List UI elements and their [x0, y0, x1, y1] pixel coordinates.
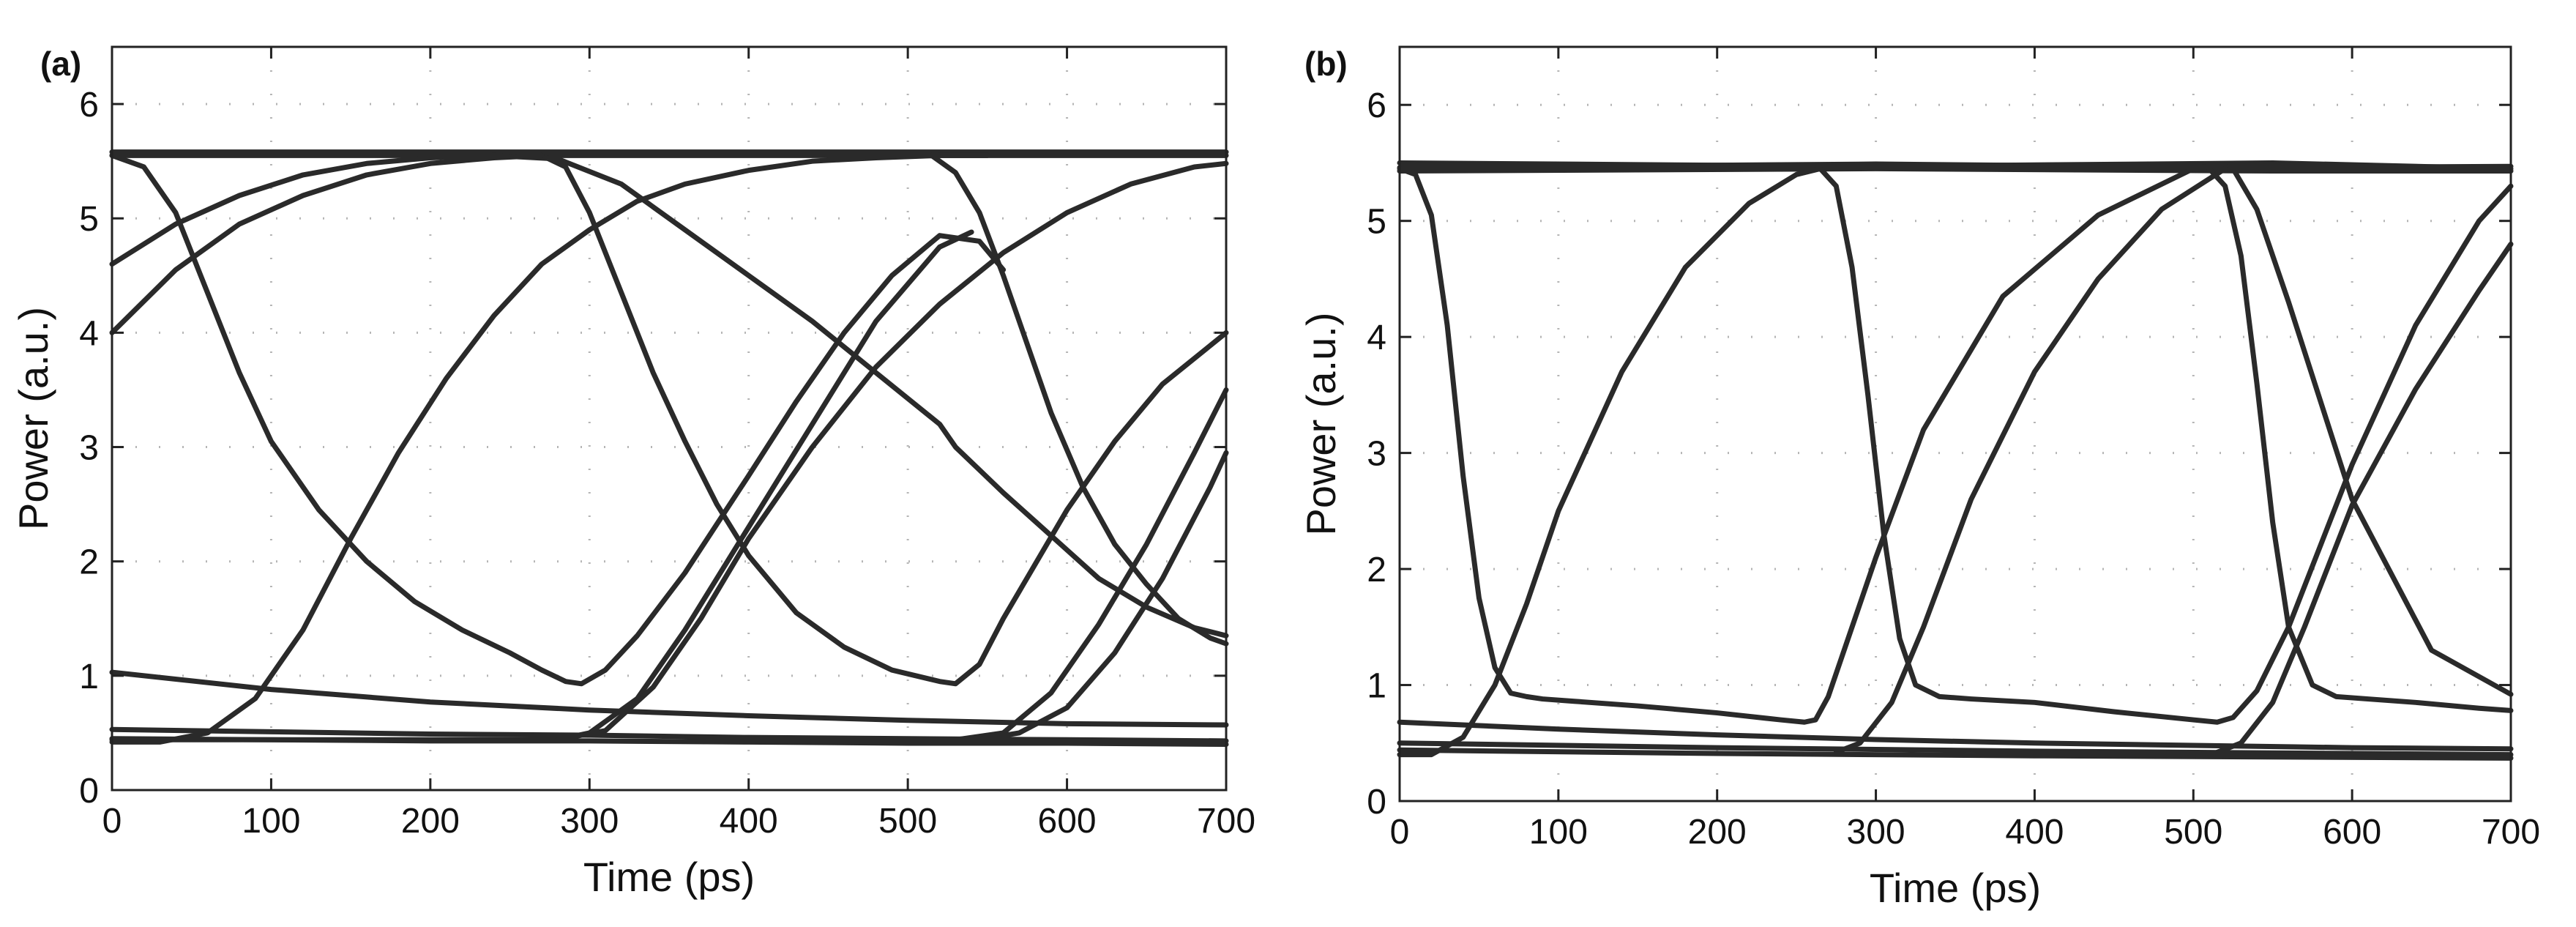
panel-b-trace-high-level-3	[1397, 161, 2514, 171]
panel-a-y-tick-label-3: 3	[79, 429, 99, 468]
panel-b-x-tick-label-5: 500	[2164, 813, 2222, 852]
panel-a-trace-rise-from-4.6	[109, 152, 1229, 639]
panel-a-trace-rise-b	[109, 229, 974, 742]
panel-b-x-axis-title: Time (ps)	[1870, 865, 2041, 911]
panel-b-x-tick-label-4: 400	[2005, 813, 2064, 852]
panel-b-y-axis-title: Power (a.u.)	[1298, 313, 1344, 536]
panel-b-x-tick-label-7: 700	[2482, 813, 2540, 852]
panel-a-trace-rise-c	[555, 160, 1229, 742]
panel-b-y-tick-label-2: 2	[1367, 551, 1386, 589]
panel-b-x-tick-label-6: 600	[2323, 813, 2381, 852]
panel-b-x-tick-label-2: 200	[1688, 813, 1747, 852]
panel-b-x-tick-label-1: 100	[1529, 813, 1588, 852]
panel-b-trace-fall-2	[1818, 165, 2514, 725]
panel-a-trace-fall-2	[539, 152, 1229, 687]
panel-a-y-tick-label-1: 1	[79, 658, 99, 696]
panel-b-y-tick-label-3: 3	[1367, 435, 1386, 474]
panel-b-trace-rise-c	[2214, 241, 2514, 755]
panel-b-trace-decay-1	[1397, 719, 2514, 752]
panel-b-panel-label: (b)	[1304, 45, 1348, 83]
panel-b-y-tick-label-0: 0	[1367, 783, 1386, 822]
panel-a-trace-low-1	[109, 726, 1229, 744]
panel-b-trace-high-level-2	[1397, 165, 2514, 174]
panel-a-y-tick-label-2: 2	[79, 543, 99, 582]
panel-b-trace-low-1	[1397, 740, 2514, 758]
panel-b: 0 100 200 300 400 500 600 700 0 1 2 3 4 5 6 Time (ps) Po…	[1298, 45, 2540, 911]
panel-a-y-tick-label-5: 5	[79, 200, 99, 239]
panel-b-y-tick-label-4: 4	[1367, 319, 1386, 357]
panel-a-trace-rise-from-4.0	[109, 152, 545, 335]
panel-a-trace-rise-a	[109, 152, 990, 745]
panel-b-y-tick-label-6: 6	[1367, 86, 1386, 125]
panel-a-y-tick-label-4: 4	[79, 314, 99, 353]
panel-a-y-tick-label-6: 6	[79, 86, 99, 124]
panel-a-trace-decay-1	[109, 669, 1229, 728]
panel-a-x-tick-label-6: 600	[1038, 802, 1097, 841]
panel-b-x-tick-label-3: 300	[1847, 813, 1905, 852]
panel-a-x-tick-label-4: 400	[720, 802, 778, 841]
panel-b-y-tick-label-5: 5	[1367, 203, 1386, 242]
panel-a-axes-frame	[111, 45, 1228, 792]
panel-a-panel-label: (a)	[40, 45, 81, 83]
panel-a-x-axis-title: Time (ps)	[583, 854, 755, 900]
panel-a-x-tick-label-3: 300	[560, 802, 619, 841]
panel-b-y-tick-label-1: 1	[1367, 667, 1386, 706]
panel-a-x-tick-label-7: 700	[1197, 802, 1255, 841]
panel-a-trace-fall-1	[109, 152, 1007, 687]
panel-b-trace-low-2	[1397, 747, 2514, 761]
panel-a-trace-rise-e	[968, 450, 1229, 744]
panel-a-trace-low-2	[109, 736, 1229, 748]
panel-a-x-tick-label-5: 500	[878, 802, 937, 841]
panel-a-y-tick-label-0: 0	[79, 772, 99, 811]
panel-a-trace-rise-d	[952, 387, 1229, 742]
panel-b-x-tick-label-0: 0	[1390, 813, 1410, 852]
panel-b-axes-frame	[1398, 45, 2512, 803]
panel-b-trace-fall-1	[1397, 163, 2514, 725]
panel-a-trace-fall-3	[929, 152, 1229, 647]
panel-a-x-tick-label-1: 100	[242, 802, 300, 841]
panel-a: 0 100 200 300 400 500 600 700 0 1 2 3 4 5 6 Time (ps) Po…	[10, 45, 1255, 900]
panel-a-x-tick-label-0: 0	[102, 802, 122, 841]
panel-b-trace-fall-3	[2206, 165, 2514, 713]
panel-a-y-axis-title: Power (a.u.)	[10, 307, 56, 530]
panel-a-x-tick-label-2: 200	[401, 802, 460, 841]
panel-b-trace-rise-b	[1833, 165, 2228, 755]
